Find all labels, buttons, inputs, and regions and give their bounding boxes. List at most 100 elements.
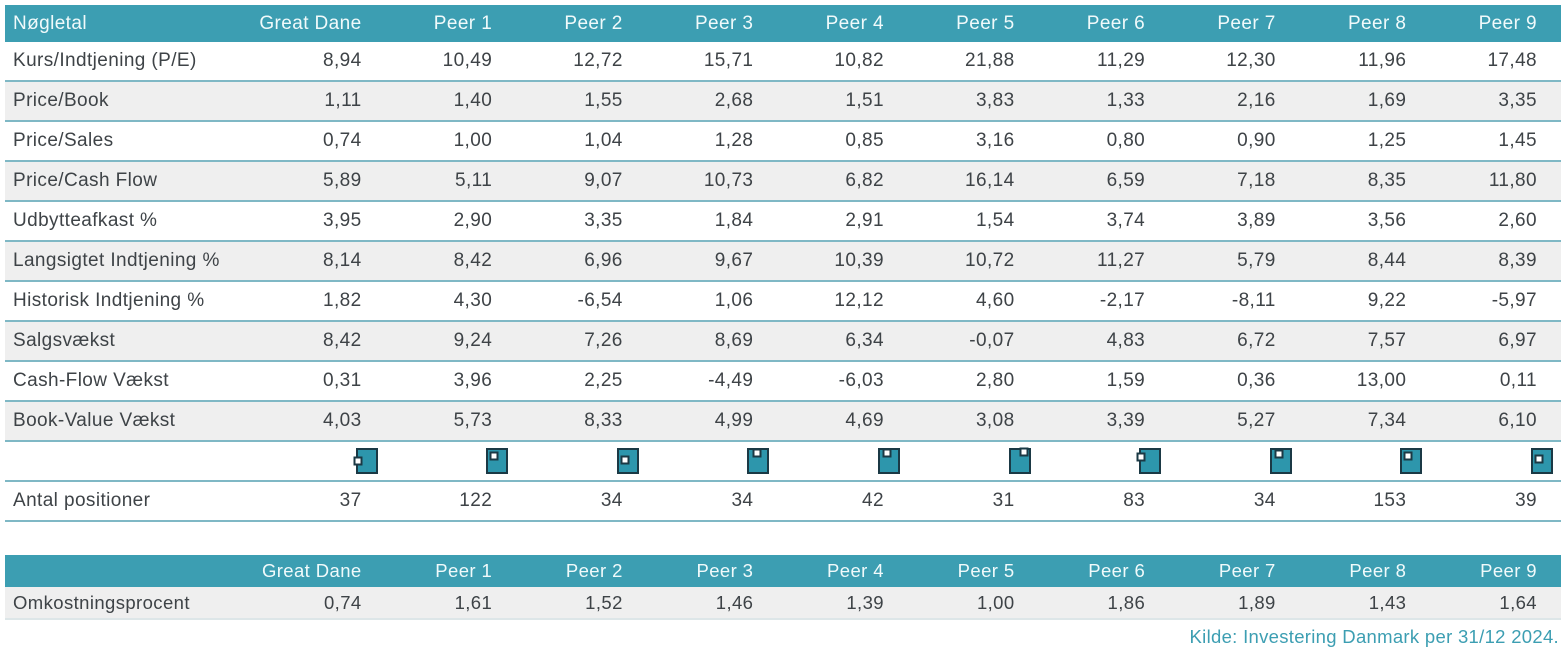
cell-value: 21,88 (907, 42, 1039, 82)
style-box-icon (1269, 448, 1292, 474)
style-box-icon (1008, 447, 1031, 474)
cell-value: 8,14 (255, 241, 386, 282)
cell-value: 1,40 (385, 81, 517, 122)
cell-value: 0,85 (777, 121, 908, 162)
style-box-cell (646, 441, 778, 482)
cell-value: 1,86 (1038, 587, 1170, 620)
style-box-icon (1400, 448, 1423, 474)
cell-value: 0,74 (255, 587, 386, 620)
cell-value: 1,61 (385, 587, 517, 620)
table-row: Udbytteafkast % 3,95 2,90 3,35 1,84 2,91 1,54 3… (5, 201, 1561, 242)
cell-value: 1,11 (255, 81, 386, 122)
column-header: Peer 4 (777, 5, 908, 42)
cell-value: 2,16 (1169, 81, 1300, 122)
cell-value: 3,08 (907, 401, 1039, 442)
cell-value: 6,34 (777, 321, 908, 362)
cell-value: 0,80 (1038, 121, 1170, 162)
style-box-cell (385, 441, 517, 482)
cell-value: -6,03 (777, 361, 908, 402)
cell-value: 9,67 (646, 241, 778, 282)
column-header: Peer 5 (907, 555, 1039, 587)
column-header: Great Dane (255, 555, 386, 587)
table-row: Langsigtet Indtjening % 8,14 8,42 6,96 9,67 1… (5, 241, 1561, 282)
cell-value: 1,59 (1038, 361, 1170, 402)
cell-value: 0,90 (1169, 121, 1300, 162)
cell-value: 7,18 (1169, 161, 1300, 202)
cell-value: 5,79 (1169, 241, 1300, 282)
cell-value: 8,35 (1299, 161, 1431, 202)
cell-value: 11,29 (1038, 42, 1170, 82)
table-row: Price/Cash Flow 5,89 5,11 9,07 10,73 6,82 16,1… (5, 161, 1561, 202)
style-box-icon (1531, 448, 1553, 474)
style-marker (353, 456, 363, 466)
style-marker (882, 448, 892, 458)
cell-value: 3,35 (1430, 81, 1561, 122)
cell-value: 8,44 (1299, 241, 1431, 282)
cell-value: 8,42 (255, 321, 386, 362)
cell-value: 15,71 (646, 42, 778, 82)
column-header: Peer 6 (1038, 5, 1170, 42)
cell-value: 34 (1169, 481, 1300, 522)
cell-value: 1,00 (385, 121, 517, 162)
cell-value: 7,57 (1299, 321, 1431, 362)
row-label: Book-Value Vækst (5, 401, 255, 442)
cell-value: 0,11 (1430, 361, 1561, 402)
style-box-cell (1038, 441, 1170, 482)
cell-value: 1,84 (646, 201, 778, 242)
cell-value: 12,72 (516, 42, 647, 82)
table-row: Cash-Flow Vækst 0,31 3,96 2,25 -4,49 -6,03 2,8… (5, 361, 1561, 402)
cell-value: 2,91 (777, 201, 908, 242)
column-header: Peer 9 (1430, 5, 1561, 42)
cell-value: 3,56 (1299, 201, 1431, 242)
cell-value: 17,48 (1430, 42, 1561, 82)
cell-value: 5,73 (385, 401, 517, 442)
style-marker (1534, 454, 1544, 464)
column-header: Peer 6 (1038, 555, 1170, 587)
cell-value: 6,82 (777, 161, 908, 202)
row-label: Price/Cash Flow (5, 161, 255, 202)
cell-value: 0,74 (255, 121, 386, 162)
cell-value: 10,49 (385, 42, 517, 82)
cell-value: -5,97 (1430, 281, 1561, 322)
cell-value: 1,25 (1299, 121, 1431, 162)
column-header: Peer 8 (1299, 5, 1431, 42)
style-box-cell (516, 441, 647, 482)
table-row: Kurs/Indtjening (P/E) 8,94 10,49 12,72 15,71… (5, 42, 1561, 82)
cell-value: 0,31 (255, 361, 386, 402)
cell-value: 42 (777, 481, 908, 522)
table-row: Book-Value Vækst 4,03 5,73 8,33 4,99 4,69 3,08… (5, 401, 1561, 442)
column-header-label: Nøgletal (5, 5, 255, 42)
style-box-icon (1136, 448, 1162, 474)
row-label: Kurs/Indtjening (P/E) (5, 42, 255, 82)
cell-value: 1,52 (516, 587, 647, 620)
cell-value: 3,35 (516, 201, 647, 242)
table-row: Salgsvækst 8,42 9,24 7,26 8,69 6,34 -0,07 4,83 6… (5, 321, 1561, 362)
style-marker (1019, 447, 1029, 457)
column-header: Peer 7 (1169, 5, 1300, 42)
style-marker (489, 451, 499, 461)
style-box-cell (777, 441, 908, 482)
cell-value: 6,96 (516, 241, 647, 282)
cell-value: 5,11 (385, 161, 517, 202)
cell-value: 1,51 (777, 81, 908, 122)
cell-value: 1,04 (516, 121, 647, 162)
row-label: Salgsvækst (5, 321, 255, 362)
cell-value: -4,49 (646, 361, 778, 402)
cell-value: 3,83 (907, 81, 1039, 122)
cell-value: 3,96 (385, 361, 517, 402)
cell-value: 1,89 (1169, 587, 1300, 620)
style-box-icon (747, 448, 770, 474)
cell-value: 1,43 (1299, 587, 1431, 620)
cell-value: 11,96 (1299, 42, 1431, 82)
cell-value: 2,90 (385, 201, 517, 242)
cell-value: -6,54 (516, 281, 647, 322)
column-header: Peer 1 (385, 555, 517, 587)
cell-value: 9,24 (385, 321, 517, 362)
cell-value: 2,68 (646, 81, 778, 122)
style-marker (752, 448, 762, 458)
cell-value: 1,46 (646, 587, 778, 620)
column-header: Peer 3 (646, 555, 778, 587)
table-header-row: Great Dane Peer 1 Peer 2 Peer 3 Peer 4 Peer 5… (5, 555, 1561, 587)
cell-value: -2,17 (1038, 281, 1170, 322)
table-row: Price/Sales 0,74 1,00 1,04 1,28 0,85 3,16 0,80 0… (5, 121, 1561, 162)
